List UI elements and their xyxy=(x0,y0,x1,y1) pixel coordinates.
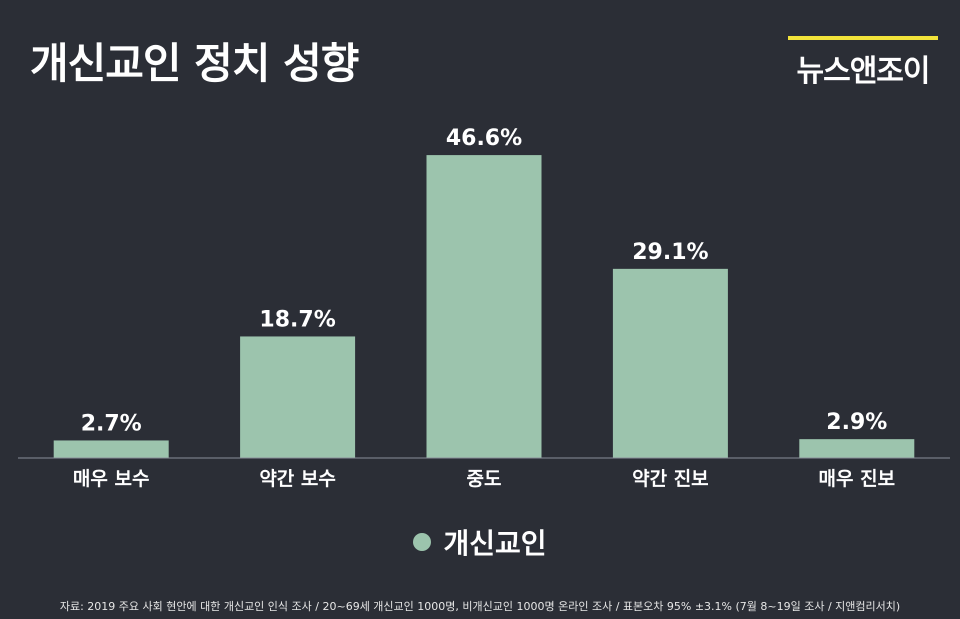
logo-text: 뉴스앤조이 xyxy=(796,54,931,89)
bar-group xyxy=(53,155,915,458)
x-tick-label-2: 약간 보수 xyxy=(259,468,336,490)
x-tick-label-1: 매우 보수 xyxy=(73,468,150,490)
source-note: 자료: 2019 주요 사회 현안에 대한 개신교인 인식 조사 / 20~69… xyxy=(59,600,901,613)
data-label-1: 2.7% xyxy=(81,411,142,436)
bar-5 xyxy=(799,439,915,458)
label-group: 2.7% 매우 보수 18.7% 약간 보수 46.6% 중도 29.1% 약간 진보 2.9%… xyxy=(73,126,895,490)
data-label-5: 2.9% xyxy=(826,410,887,435)
brand-logo: 뉴스앤조이 xyxy=(788,36,938,90)
data-label-3: 46.6% xyxy=(446,126,522,151)
bar-3 xyxy=(426,155,542,458)
bar-1 xyxy=(53,440,169,458)
page-title: 개신교인 정치 성향 xyxy=(30,39,359,88)
legend-label: 개신교인 xyxy=(443,527,547,560)
data-label-2: 18.7% xyxy=(259,307,335,332)
bar-4 xyxy=(612,268,728,458)
bar-2 xyxy=(240,336,356,458)
legend: 개신교인 xyxy=(0,522,960,562)
logo-accent-bar xyxy=(788,36,938,40)
x-tick-label-4: 약간 진보 xyxy=(632,468,709,490)
x-tick-label-3: 중도 xyxy=(467,468,502,490)
legend-marker-icon xyxy=(413,533,432,551)
x-tick-label-5: 매우 진보 xyxy=(819,468,896,490)
data-label-4: 29.1% xyxy=(632,240,708,265)
